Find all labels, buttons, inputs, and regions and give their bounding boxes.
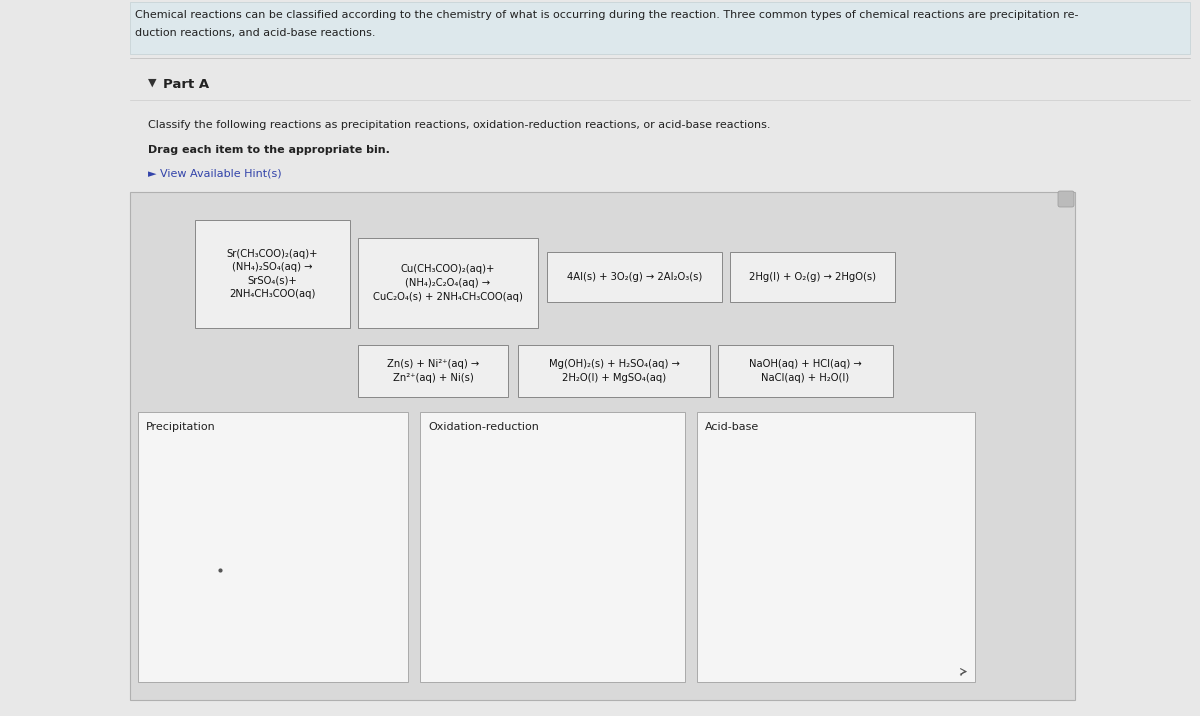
Text: Precipitation: Precipitation — [146, 422, 216, 432]
Text: Drag each item to the appropriate bin.: Drag each item to the appropriate bin. — [148, 145, 390, 155]
Text: Classify the following reactions as precipitation reactions, oxidation-reduction: Classify the following reactions as prec… — [148, 120, 770, 130]
FancyBboxPatch shape — [130, 2, 1190, 54]
Text: ▼: ▼ — [148, 78, 156, 88]
FancyBboxPatch shape — [547, 252, 722, 302]
Text: 4Al(s) + 3O₂(g) → 2Al₂O₃(s): 4Al(s) + 3O₂(g) → 2Al₂O₃(s) — [566, 272, 702, 282]
Text: 2Hg(l) + O₂(g) → 2HgO(s): 2Hg(l) + O₂(g) → 2HgO(s) — [749, 272, 876, 282]
FancyBboxPatch shape — [718, 345, 893, 397]
FancyBboxPatch shape — [194, 220, 350, 328]
Text: Part A: Part A — [163, 78, 209, 91]
FancyBboxPatch shape — [1058, 191, 1074, 207]
Text: Zn(s) + Ni²⁺(aq) →
Zn²⁺(aq) + Ni(s): Zn(s) + Ni²⁺(aq) → Zn²⁺(aq) + Ni(s) — [386, 359, 479, 383]
Text: ► View Available Hint(s): ► View Available Hint(s) — [148, 168, 282, 178]
FancyBboxPatch shape — [358, 238, 538, 328]
FancyBboxPatch shape — [730, 252, 895, 302]
FancyBboxPatch shape — [358, 345, 508, 397]
Text: Chemical reactions can be classified according to the chemistry of what is occur: Chemical reactions can be classified acc… — [134, 10, 1079, 20]
Text: NaOH(aq) + HCl(aq) →
NaCl(aq) + H₂O(l): NaOH(aq) + HCl(aq) → NaCl(aq) + H₂O(l) — [749, 359, 862, 383]
Text: Oxidation-reduction: Oxidation-reduction — [428, 422, 539, 432]
Text: Acid-base: Acid-base — [706, 422, 760, 432]
FancyBboxPatch shape — [130, 192, 1075, 700]
Text: duction reactions, and acid-base reactions.: duction reactions, and acid-base reactio… — [134, 28, 376, 38]
FancyBboxPatch shape — [138, 412, 408, 682]
FancyBboxPatch shape — [518, 345, 710, 397]
FancyBboxPatch shape — [697, 412, 974, 682]
Text: Cu(CH₃COO)₂(aq)+
(NH₄)₂C₂O₄(aq) →
CuC₂O₄(s) + 2NH₄CH₃COO(aq): Cu(CH₃COO)₂(aq)+ (NH₄)₂C₂O₄(aq) → CuC₂O₄… — [373, 264, 523, 301]
Text: Mg(OH)₂(s) + H₂SO₄(aq) →
2H₂O(l) + MgSO₄(aq): Mg(OH)₂(s) + H₂SO₄(aq) → 2H₂O(l) + MgSO₄… — [548, 359, 679, 383]
Text: Sr(CH₃COO)₂(aq)+
(NH₄)₂SO₄(aq) →
SrSO₄(s)+
2NH₄CH₃COO(aq): Sr(CH₃COO)₂(aq)+ (NH₄)₂SO₄(aq) → SrSO₄(s… — [227, 248, 318, 299]
FancyBboxPatch shape — [420, 412, 685, 682]
